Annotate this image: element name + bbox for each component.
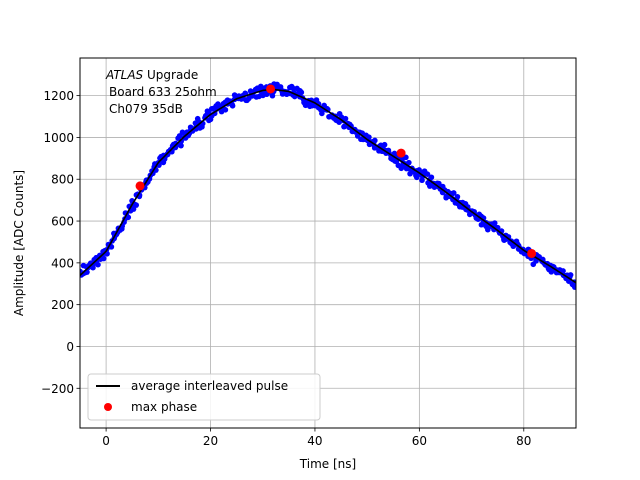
sample-point <box>130 206 137 212</box>
x-tick-label: 20 <box>203 434 218 448</box>
y-tick-label: 400 <box>51 256 74 270</box>
x-tick-label: 0 <box>102 434 110 448</box>
x-axis-label: Time [ns] <box>299 457 356 471</box>
legend-box <box>87 373 321 421</box>
sample-point <box>178 142 184 149</box>
max-phase-point <box>527 248 537 258</box>
max-phase-point <box>266 84 276 94</box>
sample-point <box>269 92 276 99</box>
legend-marker-swatch <box>104 403 112 411</box>
plot-frame <box>79 57 577 429</box>
y-tick-label: −200 <box>41 382 74 396</box>
plot-background <box>80 58 576 428</box>
sample-point <box>100 255 107 262</box>
x-tick-label: 60 <box>412 434 427 448</box>
sample-point <box>133 202 140 208</box>
data-layer <box>80 81 576 290</box>
max-phase-point <box>135 181 145 191</box>
sample-point <box>533 258 539 264</box>
x-tick-label: 80 <box>516 434 531 448</box>
axis-ticks: 0 20 40 60 80 −200 0 200 400 600 800 1000 1200 <box>41 89 531 448</box>
legend-label-average: average interleaved pulse <box>131 379 288 393</box>
legend-label-max-phase: max phase <box>131 400 197 414</box>
sample-point <box>366 134 372 140</box>
y-tick-label: 600 <box>51 215 74 229</box>
annotation-line-1: ATLAS Upgrade <box>105 68 198 82</box>
sample-point <box>560 268 566 274</box>
y-tick-label: 1200 <box>43 89 74 103</box>
annotation-upgrade: Upgrade <box>143 68 198 82</box>
sample-point <box>485 226 491 233</box>
sample-point <box>428 174 435 181</box>
y-tick-label: 0 <box>66 340 74 354</box>
sample-point <box>567 272 574 278</box>
plot-area <box>80 58 576 428</box>
annotation: ATLAS Upgrade Board 633 25ohm Ch079 35dB <box>105 68 217 116</box>
annotation-atlas: ATLAS <box>105 68 144 82</box>
sample-point <box>372 137 378 144</box>
y-axis-label: Amplitude [ADC Counts] <box>12 170 26 316</box>
sample-point <box>406 159 412 166</box>
sample-point <box>436 180 442 187</box>
sample-point <box>491 220 498 226</box>
y-tick-label: 800 <box>51 173 74 187</box>
sample-point <box>573 282 576 288</box>
sample-point <box>342 115 349 122</box>
annotation-line-3: Ch079 35dB <box>109 102 183 116</box>
y-tick-label: 1000 <box>43 131 74 145</box>
sample-point <box>381 141 388 148</box>
average-pulse-line <box>80 88 576 284</box>
sample-point <box>95 261 101 268</box>
sample-point <box>450 190 457 196</box>
y-tick-label: 200 <box>51 298 74 312</box>
x-tick-label: 40 <box>307 434 322 448</box>
sample-point <box>424 171 431 177</box>
sample-point <box>222 106 229 113</box>
max-phase-point <box>396 148 406 158</box>
sample-point <box>454 193 461 200</box>
legend: average interleaved pulse max phase <box>87 373 321 421</box>
sample-point <box>229 103 236 109</box>
sample-point <box>125 214 132 221</box>
annotation-line-2: Board 633 25ohm <box>109 85 217 99</box>
sample-point <box>298 89 305 96</box>
